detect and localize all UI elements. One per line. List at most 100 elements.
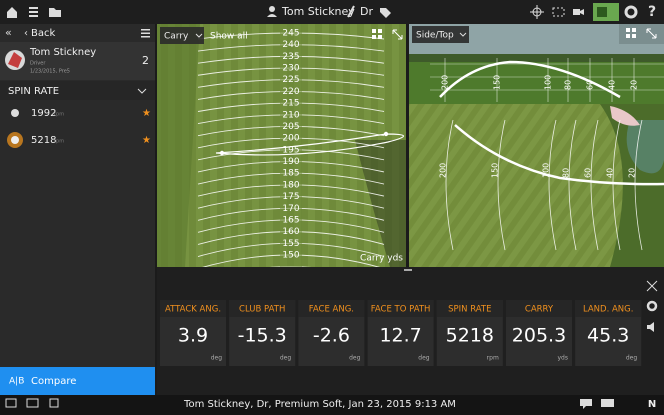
tree-shadow — [355, 140, 406, 267]
side-trajectory — [439, 60, 621, 99]
ruler-label: 170 — [282, 204, 299, 214]
shot-row[interactable]: 1992 rpm ★ — [11, 108, 151, 119]
layout-icon[interactable] — [5, 398, 17, 408]
side-tick-label: 60 — [586, 80, 595, 90]
bunker — [610, 106, 640, 126]
top-tick-label: 60 — [584, 168, 593, 178]
collapse-icon[interactable]: « — [5, 26, 12, 39]
metric-value: 3.9 — [178, 325, 208, 347]
expand-icon[interactable] — [392, 29, 403, 40]
home-icon[interactable] — [7, 7, 17, 18]
status-text: Tom Stickney, Dr, Premium Soft, Jan 23, … — [183, 399, 456, 410]
expand-icon[interactable] — [646, 28, 657, 39]
metric-tile-header — [298, 300, 365, 317]
section-header[interactable] — [0, 81, 155, 100]
top-tick-label: 80 — [562, 168, 571, 178]
grid-icon[interactable] — [626, 28, 636, 38]
panel-handle[interactable] — [404, 269, 412, 271]
ruler-label: 165 — [282, 215, 299, 225]
top-grid-arc — [497, 119, 506, 251]
metric-tile-header — [575, 300, 642, 317]
club-menu[interactable]: Dr — [347, 5, 373, 18]
mode-dropdown[interactable] — [160, 27, 204, 44]
player-club: Driver — [30, 61, 46, 67]
shot-ball — [11, 109, 19, 117]
side-ground — [409, 62, 664, 104]
metric-label: CLUB PATH — [239, 305, 285, 315]
top-tick-label: 150 — [491, 163, 500, 178]
shot-row[interactable]: 5218 rpm ★ — [7, 132, 151, 148]
camera-icon[interactable] — [573, 9, 584, 15]
compare-badge: A|B — [9, 377, 24, 387]
metric-tile[interactable]: CARRY 205.3 yds — [506, 300, 572, 366]
help-icon[interactable]: ? — [648, 4, 656, 20]
compass[interactable]: N — [648, 399, 656, 410]
distance-ruler: 2452402352302252202152102052001951901851… — [282, 29, 299, 261]
view-dropdown[interactable] — [412, 26, 469, 43]
frame-icon[interactable] — [552, 7, 565, 17]
ruler-label: 235 — [282, 52, 299, 62]
metric-tile[interactable]: LAND. ANG. 45.3 deg — [575, 300, 642, 366]
ruler-label: 190 — [282, 157, 299, 167]
tag-icon[interactable] — [380, 8, 391, 18]
sidebar-menu-icon[interactable] — [141, 29, 150, 38]
view-mode: Side/Top — [416, 31, 454, 41]
club-icon — [347, 5, 355, 18]
metric-tile[interactable]: FACE TO PATH 12.7 deg — [367, 300, 434, 366]
metric-value: -2.6 — [313, 325, 350, 347]
metric-value: 12.7 — [379, 325, 421, 347]
metric-value: 205.3 — [512, 325, 566, 347]
fullscreen-icon[interactable] — [646, 280, 658, 292]
shot-unit: rpm — [54, 139, 64, 145]
shot-landing[interactable] — [219, 150, 225, 156]
settings-icon[interactable] — [624, 5, 638, 19]
metric-tile[interactable]: ATTACK ANG. 3.9 deg — [160, 300, 226, 366]
sound-icon[interactable] — [647, 322, 654, 332]
metric-unit: deg — [418, 355, 430, 362]
dropdown-caret — [459, 32, 467, 37]
metric-unit: deg — [626, 355, 638, 362]
shot-unit: rpm — [54, 112, 64, 118]
metrics-settings-icon[interactable] — [646, 300, 658, 312]
section-title: SPIN RATE — [8, 86, 59, 97]
list-icon[interactable] — [29, 7, 38, 17]
shot-star[interactable]: ★ — [142, 135, 151, 146]
ruler-label: 195 — [282, 145, 299, 155]
user-menu[interactable]: Tom Stickney — [267, 5, 355, 18]
metric-tile[interactable]: CLUB PATH -15.3 deg — [229, 300, 296, 366]
metric-label: CARRY — [525, 305, 554, 315]
grid-icon[interactable] — [372, 29, 382, 39]
ruler-label: 180 — [282, 180, 299, 190]
filter-toggle[interactable]: Show all — [210, 32, 248, 42]
ruler-label: 205 — [282, 122, 299, 132]
ruler-label: 215 — [282, 99, 299, 109]
metric-tile[interactable]: SPIN RATE 5218 rpm — [436, 300, 503, 366]
shot-landing[interactable] — [383, 131, 389, 137]
metric-unit: yds — [558, 355, 569, 362]
back-button[interactable]: Back — [31, 28, 55, 39]
target-icon[interactable] — [530, 5, 544, 19]
top-grid-arc — [568, 119, 577, 251]
copy-icon[interactable] — [49, 398, 59, 408]
player-row[interactable] — [0, 42, 155, 80]
side-tick-label: 40 — [608, 80, 617, 90]
back-arrow[interactable]: ‹ — [24, 28, 28, 39]
side-grid: 200 150 100 80 60 40 20 — [430, 58, 664, 102]
ruler-band — [280, 24, 302, 267]
shot-ball — [11, 136, 19, 144]
ruler-label: 210 — [282, 110, 299, 120]
ruler-label: 150 — [282, 251, 299, 261]
view-footer: Carry yds — [360, 254, 403, 264]
compare-button[interactable] — [0, 367, 155, 395]
dispersion-ellipse — [215, 133, 405, 156]
ruler-label: 175 — [282, 192, 299, 202]
dropdown-caret — [195, 33, 203, 38]
mode-label: Carry — [164, 32, 189, 42]
metric-tile[interactable]: FACE ANG. -2.6 deg — [298, 300, 365, 366]
chat-icon[interactable] — [580, 399, 592, 409]
screen-icon[interactable] — [26, 398, 39, 408]
folder-icon[interactable] — [49, 8, 61, 17]
section-chevron — [137, 88, 147, 94]
compare-label: Compare — [31, 376, 76, 387]
shot-star[interactable]: ★ — [142, 108, 151, 119]
